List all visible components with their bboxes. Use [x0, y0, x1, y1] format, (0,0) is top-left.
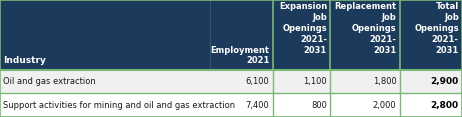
- Bar: [0, 0, 462, 70]
- Text: 6,100: 6,100: [246, 77, 269, 86]
- Text: Replacement
Job
Openings
2021-
2031: Replacement Job Openings 2021- 2031: [334, 2, 396, 55]
- Text: Employment
2021: Employment 2021: [210, 46, 269, 65]
- Bar: [0, 93, 462, 117]
- Text: 800: 800: [311, 101, 327, 110]
- Text: 1,800: 1,800: [373, 77, 396, 86]
- Text: Total
Job
Openings
2021-
2031: Total Job Openings 2021- 2031: [414, 2, 459, 55]
- Text: 7,400: 7,400: [246, 101, 269, 110]
- Text: 2,900: 2,900: [431, 77, 459, 86]
- Text: Expansion
Job
Openings
2021-
2031: Expansion Job Openings 2021- 2031: [279, 2, 327, 55]
- Text: Industry: Industry: [3, 56, 46, 65]
- Text: 2,800: 2,800: [431, 101, 459, 110]
- Text: Support activities for mining and oil and gas extraction: Support activities for mining and oil an…: [3, 101, 235, 110]
- Bar: [0, 70, 462, 93]
- Text: 2,000: 2,000: [373, 101, 396, 110]
- Text: 1,100: 1,100: [304, 77, 327, 86]
- Text: Oil and gas extraction: Oil and gas extraction: [3, 77, 96, 86]
